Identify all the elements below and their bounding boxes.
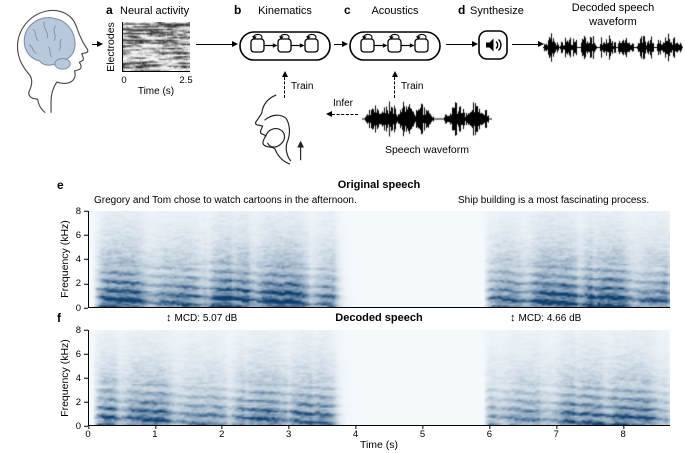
y-tick-label: 4 [60, 255, 88, 265]
panel-e-plot [88, 211, 670, 308]
panel-b-letter: b [234, 3, 242, 17]
panel-a-xtick-1: 2.5 [179, 75, 193, 86]
arrow-b-to-c-icon [334, 40, 348, 47]
speech-waveform-label: Speech waveform [384, 144, 470, 156]
decoded-speech-spectrogram [89, 330, 670, 425]
y-tick-label: 4 [60, 373, 88, 383]
panel-e-letter: e [57, 178, 64, 192]
mcd-annotation-left: ↕ MCD: 5.07 dB [166, 312, 237, 324]
x-tick-label: 6 [486, 426, 493, 440]
speaker-icon [478, 30, 508, 60]
speech-waveform-canvas [362, 98, 492, 140]
arrow-brain-to-a-icon [92, 40, 103, 47]
train-label-b: Train [291, 81, 314, 92]
y-tick-label: 0 [60, 303, 88, 313]
y-tick-label: 2 [60, 279, 88, 289]
kinematics-rnn-icon [239, 31, 331, 61]
panel-e-caption-right: Ship building is a most fascinating proc… [458, 195, 650, 206]
decoded-waveform-label: Decoded speech waveform [571, 2, 655, 28]
x-tick-label: 0 [85, 426, 91, 440]
panel-f-letter: f [57, 311, 61, 325]
updown-arrow-icon: ↕ [166, 312, 172, 324]
mcd-right-label: MCD: 4.66 dB [518, 313, 582, 324]
panel-f-xlabel: Time (s) [359, 439, 399, 451]
panel-f-plot [88, 330, 670, 426]
train-label-c: Train [401, 81, 424, 92]
infer-arrow-icon [326, 110, 358, 117]
y-tick-label: 8 [60, 206, 88, 216]
acoustics-rnn-icon [349, 31, 441, 61]
updown-arrow-icon: ↕ [510, 312, 516, 324]
mcd-left-label: MCD: 5.07 dB [174, 313, 238, 324]
arrow-c-to-d-icon [446, 40, 478, 47]
panel-d-title: Synthesize [470, 5, 524, 17]
y-tick-label: 6 [60, 230, 88, 241]
neural-activity-spectrogram [122, 22, 190, 72]
mcd-annotation-right: ↕ MCD: 4.66 dB [510, 312, 581, 324]
panel-a-xtick-0: 0 [121, 75, 127, 86]
arrow-a-to-b-icon [196, 40, 238, 47]
panel-b-title: Kinematics [258, 5, 312, 17]
x-tick-label: 8 [620, 426, 626, 440]
y-tick-label: 2 [60, 397, 88, 407]
train-arrow-b-icon [281, 71, 288, 98]
y-tick-label: 6 [60, 349, 88, 359]
decoded-waveform-canvas [543, 31, 683, 64]
x-tick-label: 2 [219, 426, 225, 440]
brain-illustration [16, 9, 89, 114]
infer-label: Infer [333, 98, 354, 109]
panel-c-letter: c [344, 3, 351, 17]
panel-f-x-ticks: 0 1 2 3 4 5 6 7 8 [85, 426, 670, 440]
panel-e-caption-left: Gregory and Tom chose to watch cartoons … [94, 195, 357, 206]
panel-a-letter: a [106, 3, 113, 17]
panel-e-title: Original speech [337, 179, 421, 191]
panel-d-letter: d [458, 3, 466, 17]
y-tick-label: 0 [60, 421, 88, 431]
vocal-tract-illustration [254, 94, 305, 165]
original-speech-spectrogram [89, 211, 670, 307]
panel-f-title: Decoded speech [335, 312, 423, 324]
arrow-d-to-waveform-icon [512, 40, 544, 47]
panel-a-xlabel: Time (s) [137, 86, 175, 97]
x-tick-label: 1 [152, 426, 158, 440]
x-tick-label: 4 [352, 426, 359, 440]
y-tick-label: 8 [60, 325, 88, 335]
panel-a-ylabel: Electrodes [105, 22, 117, 72]
panel-a-title: Neural activity [120, 5, 190, 17]
x-tick-label: 7 [553, 426, 559, 440]
x-tick-label: 3 [286, 426, 292, 440]
panel-f-y-ticks: 0 2 4 6 8 [60, 325, 88, 430]
x-tick-label: 5 [419, 426, 426, 440]
train-arrow-c-icon [391, 71, 398, 98]
panel-c-title: Acoustics [371, 5, 419, 17]
panel-e-y-ticks: 0 2 4 6 8 [60, 206, 88, 312]
